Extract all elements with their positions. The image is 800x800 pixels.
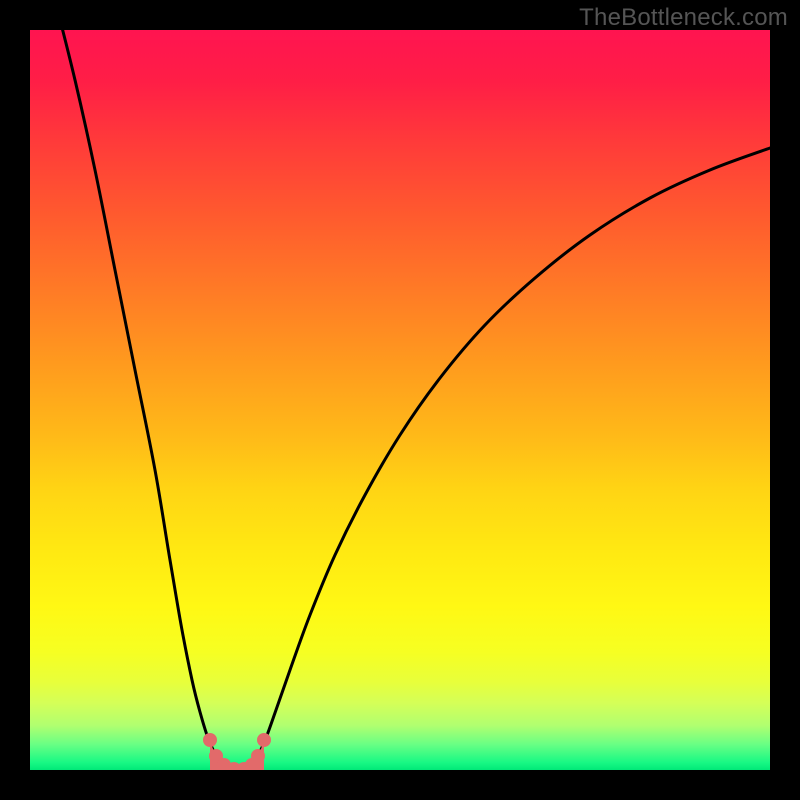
marker-dot <box>257 733 271 747</box>
watermark-text: TheBottleneck.com <box>579 4 788 32</box>
marker-dot <box>251 749 265 763</box>
bottleneck-chart <box>0 0 800 800</box>
marker-dot <box>203 733 217 747</box>
chart-container: TheBottleneck.com <box>0 0 800 800</box>
